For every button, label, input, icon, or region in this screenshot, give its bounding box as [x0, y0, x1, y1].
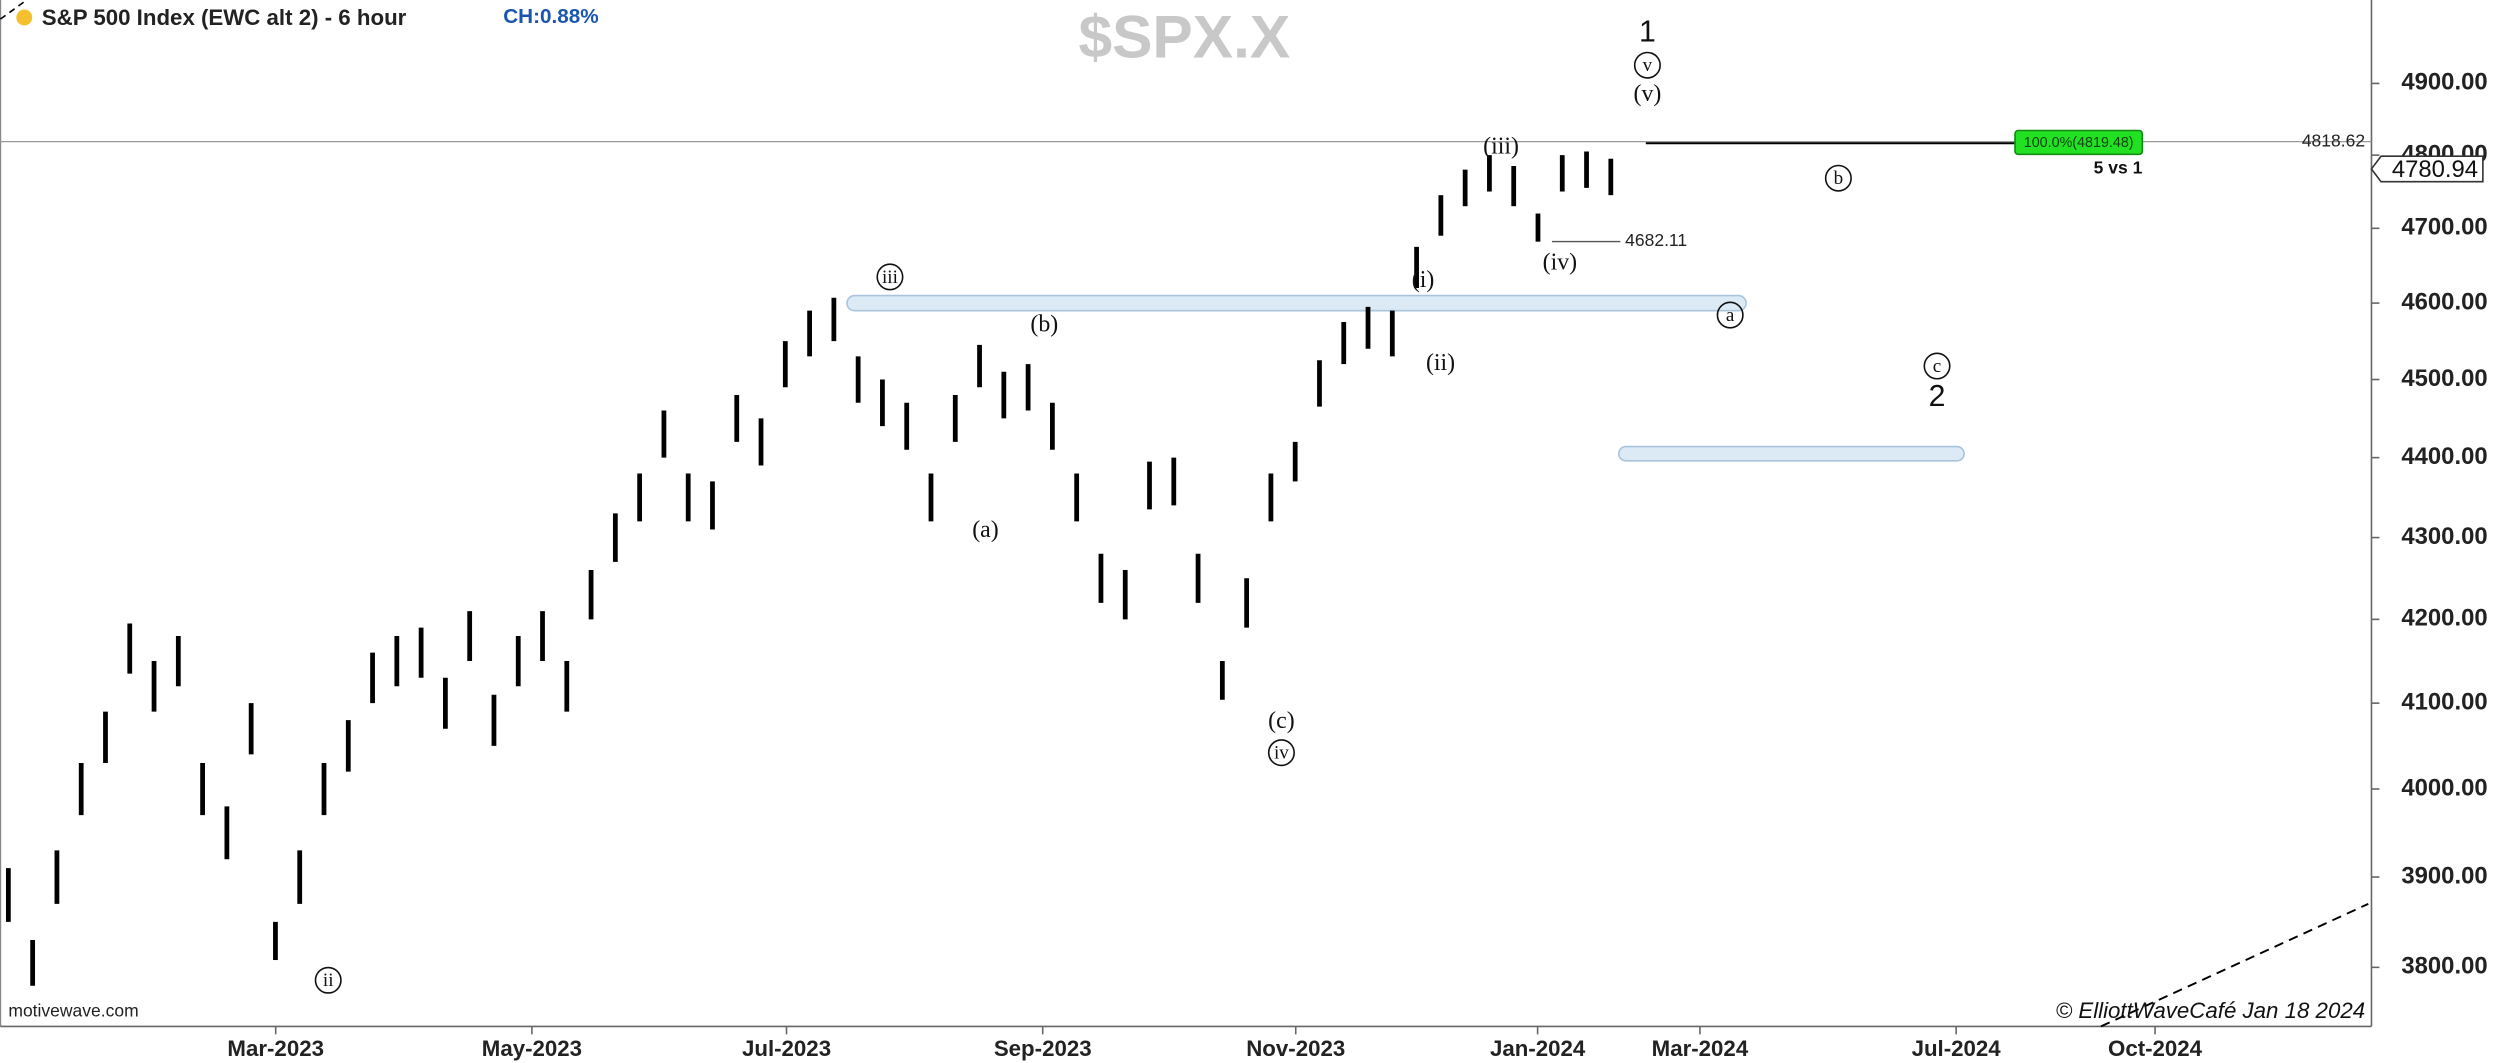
trend-line [2100, 903, 2369, 1028]
x-tick-label: Nov-2023 [1246, 1036, 1345, 1061]
wave-circle [876, 263, 904, 291]
wave-label: (c) [1268, 708, 1294, 734]
price-tag-label: 4780.94 [2392, 156, 2478, 183]
status-dot [16, 9, 33, 26]
wave-circle [1716, 301, 1744, 329]
y-tick-label: 4900.00 [2401, 69, 2487, 96]
target-note: 5 vs 1 [2094, 157, 2143, 177]
x-tick-label: Oct-2024 [2108, 1036, 2203, 1061]
target-label: 100.0%(4819.48) [2024, 135, 2134, 151]
level-label: 4682.11 [1625, 230, 1687, 250]
wave-label: v [1643, 55, 1653, 76]
wave-circle [1923, 352, 1951, 380]
wave-label: iii [882, 267, 898, 288]
wave-label: iv [1274, 743, 1289, 764]
target-box [2014, 129, 2144, 156]
y-tick-label: 4100.00 [2401, 688, 2487, 715]
source-label: motivewave.com [8, 1001, 138, 1021]
wave-label: a [1726, 305, 1735, 326]
x-tick-label: Jan-2024 [1490, 1036, 1586, 1061]
zone [846, 294, 1747, 312]
wave-label: (a) [972, 517, 998, 543]
wave-circle [314, 966, 342, 994]
wave-label: ii [323, 970, 334, 991]
y-tick-label: 4700.00 [2401, 214, 2487, 241]
y-tick-label: 3900.00 [2401, 862, 2487, 889]
wave-circle [1824, 164, 1852, 192]
wave-label: (iii) [1483, 133, 1519, 159]
wave-label: 2 [1929, 380, 1946, 413]
x-tick-label: Mar-2024 [1652, 1036, 1749, 1061]
y-tick-label: 4400.00 [2401, 443, 2487, 470]
y-tick-label: 3800.00 [2401, 953, 2487, 980]
credit-label: © ElliottWaveCafé Jan 18 2024 [2056, 998, 2365, 1023]
wave-label: (ii) [1426, 350, 1455, 376]
x-tick-label: Jul-2024 [1912, 1036, 2002, 1061]
chart-title: S&P 500 Index (EWC alt 2) - 6 hour [42, 5, 407, 30]
y-tick-label: 4200.00 [2401, 605, 2487, 632]
y-tick-label: 4600.00 [2401, 288, 2487, 315]
zone [1617, 445, 1965, 462]
wave-label: (iv) [1543, 250, 1577, 276]
x-tick-label: Sep-2023 [994, 1036, 1092, 1061]
change-label: CH:0.88% [503, 5, 598, 28]
watermark: $SPX.X [1078, 2, 1290, 70]
x-tick-label: Jul-2023 [742, 1036, 831, 1061]
y-tick-label: 4300.00 [2401, 523, 2487, 550]
level-label: 4818.62 [2302, 130, 2365, 150]
wave-label: c [1933, 356, 1941, 377]
y-tick-label: 4000.00 [2401, 774, 2487, 801]
x-tick-label: Mar-2023 [227, 1036, 324, 1061]
wave-circle [1267, 739, 1295, 767]
wave-label: (i) [1412, 267, 1435, 293]
wave-label: (b) [1030, 312, 1058, 338]
price-tag [2370, 155, 2484, 183]
wave-label: 1 [1639, 15, 1656, 48]
y-tick-label: 4500.00 [2401, 365, 2487, 392]
wave-label: (v) [1634, 81, 1662, 107]
wave-circle [1633, 51, 1661, 79]
x-tick-label: May-2023 [482, 1036, 582, 1061]
wave-label: b [1834, 168, 1844, 189]
